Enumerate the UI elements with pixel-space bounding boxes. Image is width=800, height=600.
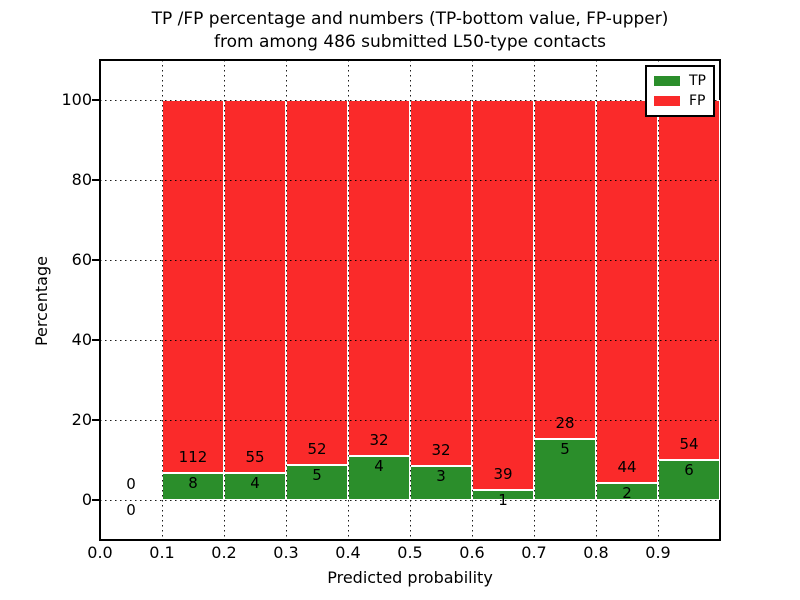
fp-count-label: 44 xyxy=(617,457,637,476)
tp-count-label: 4 xyxy=(374,456,384,475)
tp-count-label: 5 xyxy=(312,465,322,484)
gridline-vertical xyxy=(223,60,225,540)
fp-count-label: 54 xyxy=(679,435,699,453)
x-tick-label: 0.5 xyxy=(397,543,423,562)
gridline-horizontal xyxy=(100,179,720,181)
plot-area: 0 0 112 8 55 4 52 5 32 4 32 3 39 1 28 5 44 2 54 6 xyxy=(100,60,720,540)
x-tick-label: 0.6 xyxy=(459,543,485,562)
y-tick-mark xyxy=(92,339,100,341)
bar-tp-segment xyxy=(162,473,224,500)
bar-fp-segment xyxy=(410,100,472,466)
gridline-vertical xyxy=(409,60,411,540)
gridline-vertical xyxy=(285,60,287,540)
y-tick-label: 80 xyxy=(71,170,92,189)
fp-count-label: 39 xyxy=(493,465,513,483)
bar-fp-segment xyxy=(286,100,348,465)
gridline-vertical xyxy=(471,60,473,540)
legend-row-fp: FP xyxy=(647,91,713,111)
y-tick-mark xyxy=(92,419,100,421)
gridline-vertical xyxy=(533,60,535,540)
fp-count-label: 52 xyxy=(307,439,327,458)
bar-fp-segment xyxy=(472,100,534,490)
x-tick-label: 0.9 xyxy=(645,543,671,562)
tp-count-label: 3 xyxy=(436,466,446,485)
y-tick-label: 0 xyxy=(81,490,92,509)
bar-fp-segment xyxy=(658,100,720,460)
bar-fp-segment xyxy=(348,100,410,456)
fp-count-label: 0 xyxy=(126,475,136,493)
y-tick-mark xyxy=(92,99,100,101)
bar-fp-segment xyxy=(596,100,658,483)
fp-count-label: 32 xyxy=(431,440,451,459)
y-tick-mark xyxy=(92,179,100,181)
tp-count-label: 6 xyxy=(684,461,694,479)
x-tick-label: 0.7 xyxy=(521,543,547,562)
gridline-horizontal xyxy=(100,339,720,341)
gridline-vertical xyxy=(595,60,597,540)
chart-title: TP /FP percentage and numbers (TP-bottom… xyxy=(100,8,720,54)
tp-count-label: 4 xyxy=(250,473,260,492)
y-tick-label: 20 xyxy=(71,410,92,429)
x-tick-label: 0.3 xyxy=(273,543,299,562)
bar-fp-segment xyxy=(534,100,596,440)
tp-count-label: 0 xyxy=(126,501,136,519)
y-axis-label: Percentage xyxy=(32,256,51,347)
gridline-horizontal xyxy=(100,99,720,101)
fp-count-label: 32 xyxy=(369,430,389,449)
tp-count-label: 8 xyxy=(188,474,198,493)
gridline-vertical xyxy=(347,60,349,540)
y-tick-mark xyxy=(92,259,100,261)
bar-tp-segment xyxy=(348,455,410,500)
bar-fp-segment xyxy=(162,100,224,474)
x-axis-label: Predicted probability xyxy=(327,568,493,587)
x-tick-label: 0.2 xyxy=(211,543,237,562)
x-tick-label: 0.8 xyxy=(583,543,609,562)
y-tick-label: 60 xyxy=(71,250,92,269)
legend-label-tp: TP xyxy=(689,73,706,89)
legend-row-tp: TP xyxy=(647,71,713,91)
fp-count-label: 55 xyxy=(245,447,265,466)
y-tick-mark xyxy=(92,499,100,501)
gridline-horizontal xyxy=(100,259,720,261)
bar-tp-segment xyxy=(534,439,596,500)
fp-swatch-icon xyxy=(654,96,680,106)
gridline-horizontal xyxy=(100,499,720,501)
bar-tp-segment xyxy=(410,465,472,500)
chart-title-line2: from among 486 submitted L50-type contac… xyxy=(214,32,606,52)
legend: TP FP xyxy=(645,65,715,117)
fp-count-label: 28 xyxy=(555,414,575,433)
y-tick-label: 40 xyxy=(71,330,92,349)
gridline-vertical xyxy=(657,60,659,540)
chart-title-line1: TP /FP percentage and numbers (TP-bottom… xyxy=(151,9,669,29)
tp-count-label: 5 xyxy=(560,440,570,459)
fp-count-label: 112 xyxy=(178,448,208,467)
gridline-vertical xyxy=(161,60,163,540)
legend-label-fp: FP xyxy=(689,93,706,109)
x-tick-label: 0.4 xyxy=(335,543,361,562)
tp-swatch-icon xyxy=(654,76,680,86)
tp-count-label: 1 xyxy=(498,491,508,509)
bar-fp-segment xyxy=(224,100,286,473)
x-tick-label: 0.0 xyxy=(87,543,113,562)
tp-count-label: 2 xyxy=(622,483,632,502)
gridline-horizontal xyxy=(100,419,720,421)
bar-tp-segment xyxy=(224,472,286,500)
y-tick-label: 100 xyxy=(61,90,92,109)
x-tick-label: 0.1 xyxy=(149,543,175,562)
